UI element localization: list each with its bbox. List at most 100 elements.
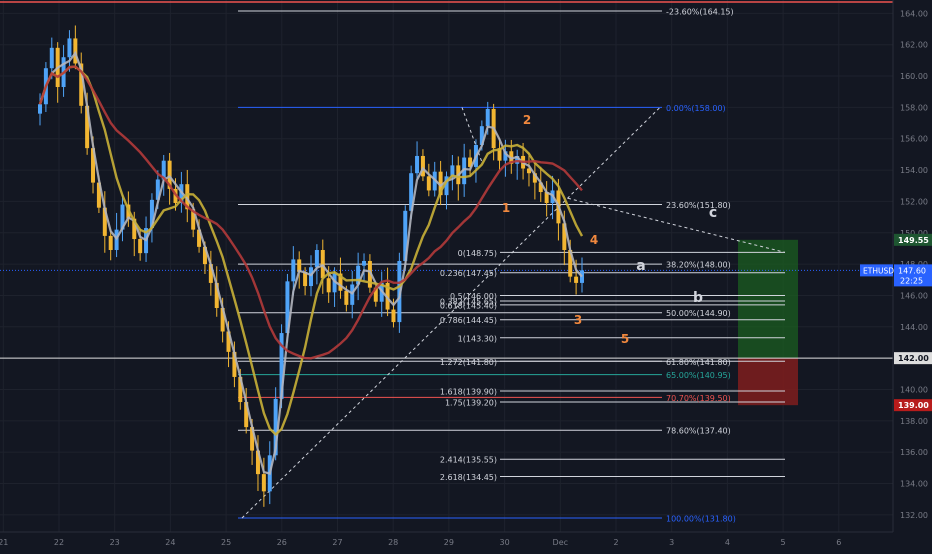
candle-body bbox=[279, 333, 284, 399]
last-price-tag bbox=[894, 264, 932, 287]
fib-right-label: 61.80%(141.80) bbox=[666, 358, 731, 367]
candle-body bbox=[79, 63, 84, 106]
candle-body bbox=[255, 450, 260, 475]
time-axis-bg bbox=[0, 532, 932, 550]
wave-label-5: 5 bbox=[621, 332, 629, 346]
candle-body bbox=[202, 246, 207, 265]
fib-left-label: 0(148.75) bbox=[458, 249, 497, 258]
ma-fast bbox=[38, 50, 583, 475]
time-tick: 28 bbox=[388, 538, 398, 547]
candle-body bbox=[132, 218, 137, 240]
price-tick: 164.00 bbox=[900, 9, 928, 18]
time-tick: 29 bbox=[444, 538, 454, 547]
candle-body bbox=[367, 260, 372, 288]
candle-body bbox=[426, 176, 431, 191]
candle-body bbox=[362, 260, 367, 266]
fib-left-label: 0.236(147.45) bbox=[440, 269, 497, 278]
candle-body bbox=[291, 259, 296, 282]
fib-left-label: 0.618(145.40) bbox=[440, 301, 497, 310]
fib-left-label: 0.786(144.45) bbox=[440, 316, 497, 325]
price-tick: 154.00 bbox=[900, 166, 928, 175]
price-tick: 138.00 bbox=[900, 417, 928, 426]
time-tick: 24 bbox=[165, 538, 175, 547]
price-tag bbox=[894, 233, 932, 246]
fib-left-label: 0.5(146.00) bbox=[450, 292, 497, 301]
candle-body bbox=[285, 281, 290, 334]
candle-body bbox=[580, 270, 584, 283]
candle-body bbox=[314, 250, 319, 268]
candle-body bbox=[197, 229, 202, 247]
time-axis[interactable]: 21 22 23 24 25 26 27 28 29 30 Dec 2 3 4 5 6 bbox=[0, 531, 932, 550]
price-tick: 156.00 bbox=[900, 135, 928, 144]
candle-body bbox=[120, 204, 125, 230]
candle-body bbox=[538, 182, 543, 193]
price-axis[interactable]: 164.00 162.00 160.00 158.00 156.00 154.00 152.… bbox=[860, 0, 932, 550]
time-tick: 3 bbox=[669, 538, 674, 547]
fib-right-label: 78.60%(137.40) bbox=[666, 427, 731, 436]
candle-body bbox=[273, 398, 278, 456]
time-tick: 2 bbox=[613, 538, 618, 547]
candle-body bbox=[167, 160, 172, 189]
candle-body bbox=[373, 287, 378, 302]
time-tick: 22 bbox=[54, 538, 64, 547]
candle-body bbox=[415, 155, 420, 174]
price-tick: 134.00 bbox=[900, 480, 928, 489]
candle-body bbox=[303, 271, 308, 287]
last-price-label: 147.60 bbox=[898, 266, 926, 275]
time-tick: 21 bbox=[0, 538, 8, 547]
symbol-tag-label: ETHUSD bbox=[863, 266, 894, 275]
price-tick: 152.00 bbox=[900, 197, 928, 206]
wave-label-b: b bbox=[693, 290, 703, 306]
candle-body bbox=[544, 192, 549, 203]
fib-right-label: -23.60%(164.15) bbox=[666, 8, 734, 17]
candle-body bbox=[403, 210, 408, 261]
candle-body bbox=[409, 173, 414, 211]
price-tick: 162.00 bbox=[900, 41, 928, 50]
candle-body bbox=[462, 157, 467, 185]
wave-labels: 1 2 3 4 5 a b c bbox=[502, 113, 717, 346]
candle-body bbox=[261, 474, 266, 492]
candle-body bbox=[49, 47, 54, 69]
wave-label-3: 3 bbox=[574, 313, 582, 327]
candle-body bbox=[479, 126, 484, 145]
candle-body bbox=[73, 38, 78, 64]
candle-body bbox=[515, 155, 520, 164]
candle-body bbox=[526, 168, 531, 174]
fib-left-label: 2.618(134.45) bbox=[440, 473, 497, 482]
fib-right-lines bbox=[238, 10, 662, 519]
candle-body bbox=[244, 402, 249, 428]
time-tick: Dec bbox=[553, 538, 568, 547]
time-tick: 25 bbox=[221, 538, 231, 547]
price-tick: 160.00 bbox=[900, 72, 928, 81]
price-tick: 150.00 bbox=[900, 229, 928, 238]
candle-body bbox=[532, 173, 537, 183]
fib-left-label: 1(143.30) bbox=[458, 334, 497, 343]
fib-right-label: 23.60%(151.80) bbox=[666, 201, 731, 210]
candle-body bbox=[344, 290, 349, 305]
candle-body bbox=[161, 160, 166, 180]
candle-body bbox=[450, 165, 455, 177]
countdown-label: 22:25 bbox=[900, 276, 923, 285]
time-tick: 23 bbox=[110, 538, 120, 547]
fib-right-label: 70.70%(139.50) bbox=[666, 394, 731, 403]
price-tick: 132.00 bbox=[900, 511, 928, 520]
candle-body bbox=[85, 105, 90, 149]
fib-left-label: 1.75(139.20) bbox=[445, 399, 497, 408]
candle-body bbox=[297, 259, 302, 272]
fib-right-label: 0.00%(158.00) bbox=[666, 104, 726, 113]
candle-body bbox=[238, 376, 243, 403]
wave-label-1: 1 bbox=[502, 201, 510, 215]
wave-label-c: c bbox=[709, 205, 717, 221]
candle-body bbox=[149, 199, 154, 229]
ma-mid bbox=[38, 65, 584, 437]
time-tick: 27 bbox=[332, 538, 342, 547]
candle-body bbox=[309, 267, 313, 287]
candle-body bbox=[497, 148, 502, 161]
candle-body bbox=[138, 239, 143, 254]
candle-body bbox=[503, 151, 508, 161]
candle-body bbox=[220, 307, 225, 332]
candle-body bbox=[102, 207, 107, 236]
time-tick: 30 bbox=[500, 538, 510, 547]
